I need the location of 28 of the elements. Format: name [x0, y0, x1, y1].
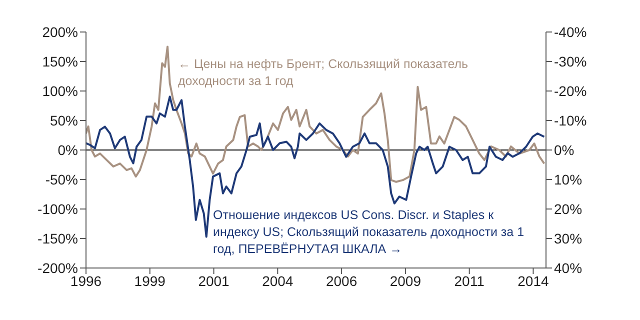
x-tick-label: 2004 [262, 272, 294, 289]
y2-tick-label: -30% [554, 53, 587, 70]
y2-tick-label: 0% [554, 142, 574, 158]
y-tick-label: 150% [42, 53, 78, 70]
y2-tick-label: 30% [554, 230, 582, 246]
line-series [86, 46, 546, 183]
x-tick-label: 2009 [390, 272, 422, 289]
x-tick-label: 2001 [198, 272, 230, 289]
x-tick-label: 1999 [134, 272, 166, 289]
x-tick-label: 2011 [454, 272, 485, 289]
y-tick-label: -100% [38, 200, 78, 217]
y-tick-label: 0% [58, 142, 78, 158]
y-tick-label: 100% [42, 82, 78, 99]
y2-tick-label: -10% [554, 112, 587, 128]
series-label: ← Цены на нефть Брент; Скользящий показатель доходности за 1 год [178, 56, 470, 90]
y-tick-label: 50% [50, 112, 78, 128]
series-label: Отношение индексов US Cons. Discr. и Staples к индексу US; Скользящий показатель доходности за 1 год, ПЕРЕВЁРНУТАЯ ШКАЛА → [213, 207, 526, 258]
x-tick-label: 2006 [326, 272, 358, 289]
y2-tick-label: 20% [554, 200, 582, 217]
y-tick-label: 200% [42, 24, 78, 40]
y2-tick-label: -40% [554, 24, 587, 40]
y2-tick-label: 10% [554, 171, 582, 188]
line-series [86, 96, 546, 238]
y-tick-label: -150% [38, 230, 78, 246]
y2-tick-label: -20% [554, 82, 587, 99]
y-tick-label: -50% [45, 171, 78, 188]
y2-tick-label: 40% [554, 260, 582, 276]
x-tick-label: 2014 [518, 272, 550, 289]
